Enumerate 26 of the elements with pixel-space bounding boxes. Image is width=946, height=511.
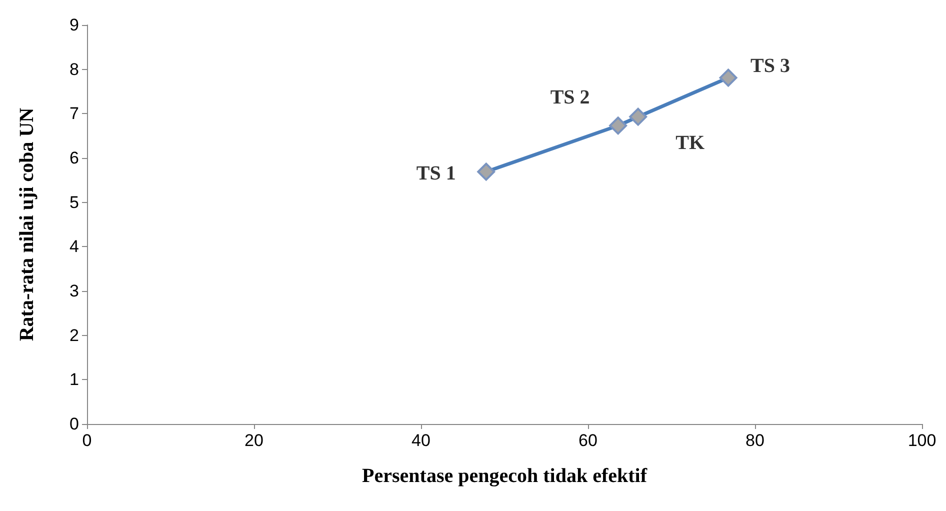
y-tick-label: 5 — [70, 192, 79, 212]
y-tick-label: 9 — [70, 16, 79, 34]
x-tick-label: 20 — [244, 431, 264, 450]
y-tick-label: 8 — [70, 60, 79, 79]
y-tick-label: 0 — [70, 414, 79, 434]
annotation: TS 1 — [416, 162, 456, 185]
x-tick-label: 80 — [746, 431, 764, 450]
annotation: TK — [676, 132, 705, 154]
annotation: TS 2 — [550, 86, 590, 109]
y-tick-label: 2 — [70, 326, 79, 345]
y-tick-label: 6 — [70, 148, 79, 168]
y-tick-label: 7 — [70, 104, 79, 124]
x-tick-label: 0 — [82, 431, 92, 450]
y-tick-label: 4 — [70, 237, 79, 256]
x-tick-label: 100 — [908, 431, 936, 450]
y-tick-label: 3 — [70, 282, 79, 300]
annotation: TS 3 — [750, 54, 790, 77]
point — [609, 116, 628, 135]
y-tick-label: 1 — [70, 370, 79, 390]
point — [719, 68, 738, 87]
x-axis-title: Persentase pengecoh tidak efektif — [362, 465, 648, 487]
y-axis-title: Rata-rata nilai uji coba UN — [16, 107, 38, 342]
x-tick-label: 40 — [412, 431, 430, 450]
x-tick-label: 60 — [578, 431, 598, 450]
point — [629, 108, 648, 126]
point — [477, 162, 496, 181]
